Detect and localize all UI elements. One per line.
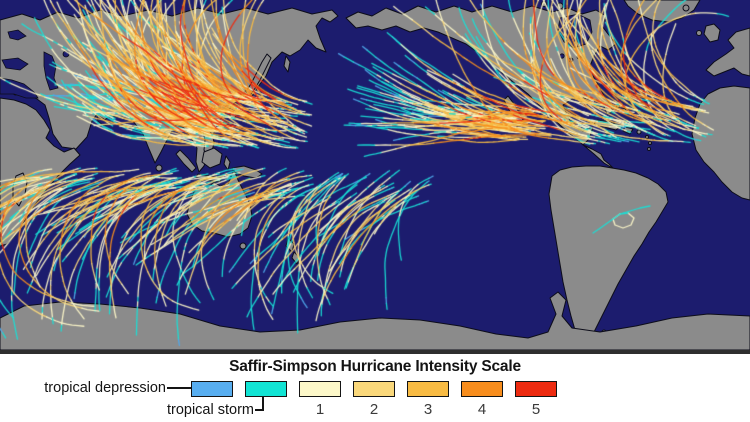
category-number-3: 3 — [423, 401, 433, 418]
label-tropical-depression: tropical depression — [44, 380, 166, 396]
depression-connector-line — [167, 387, 191, 389]
swatch-2 — [353, 381, 395, 397]
category-number-2: 2 — [369, 401, 379, 418]
map-legend-divider — [0, 350, 750, 354]
label-tropical-storm: tropical storm — [166, 402, 254, 418]
swatch-4 — [461, 381, 503, 397]
category-number-1: 1 — [315, 401, 325, 418]
swatch-5 — [515, 381, 557, 397]
storm-connector-line — [255, 409, 264, 411]
storm-tracks-layer — [0, 0, 750, 350]
storm-connector-line-vertical — [262, 396, 264, 411]
legend-title: Saffir-Simpson Hurricane Intensity Scale — [229, 358, 521, 375]
swatch-tropical-storm — [245, 381, 287, 397]
category-number-5: 5 — [531, 401, 541, 418]
saffir-simpson-legend: Saffir-Simpson Hurricane Intensity Scale… — [0, 354, 750, 422]
swatch-tropical-depression — [191, 381, 233, 397]
category-number-4: 4 — [477, 401, 487, 418]
world-map — [0, 0, 750, 350]
swatch-3 — [407, 381, 449, 397]
swatch-1 — [299, 381, 341, 397]
